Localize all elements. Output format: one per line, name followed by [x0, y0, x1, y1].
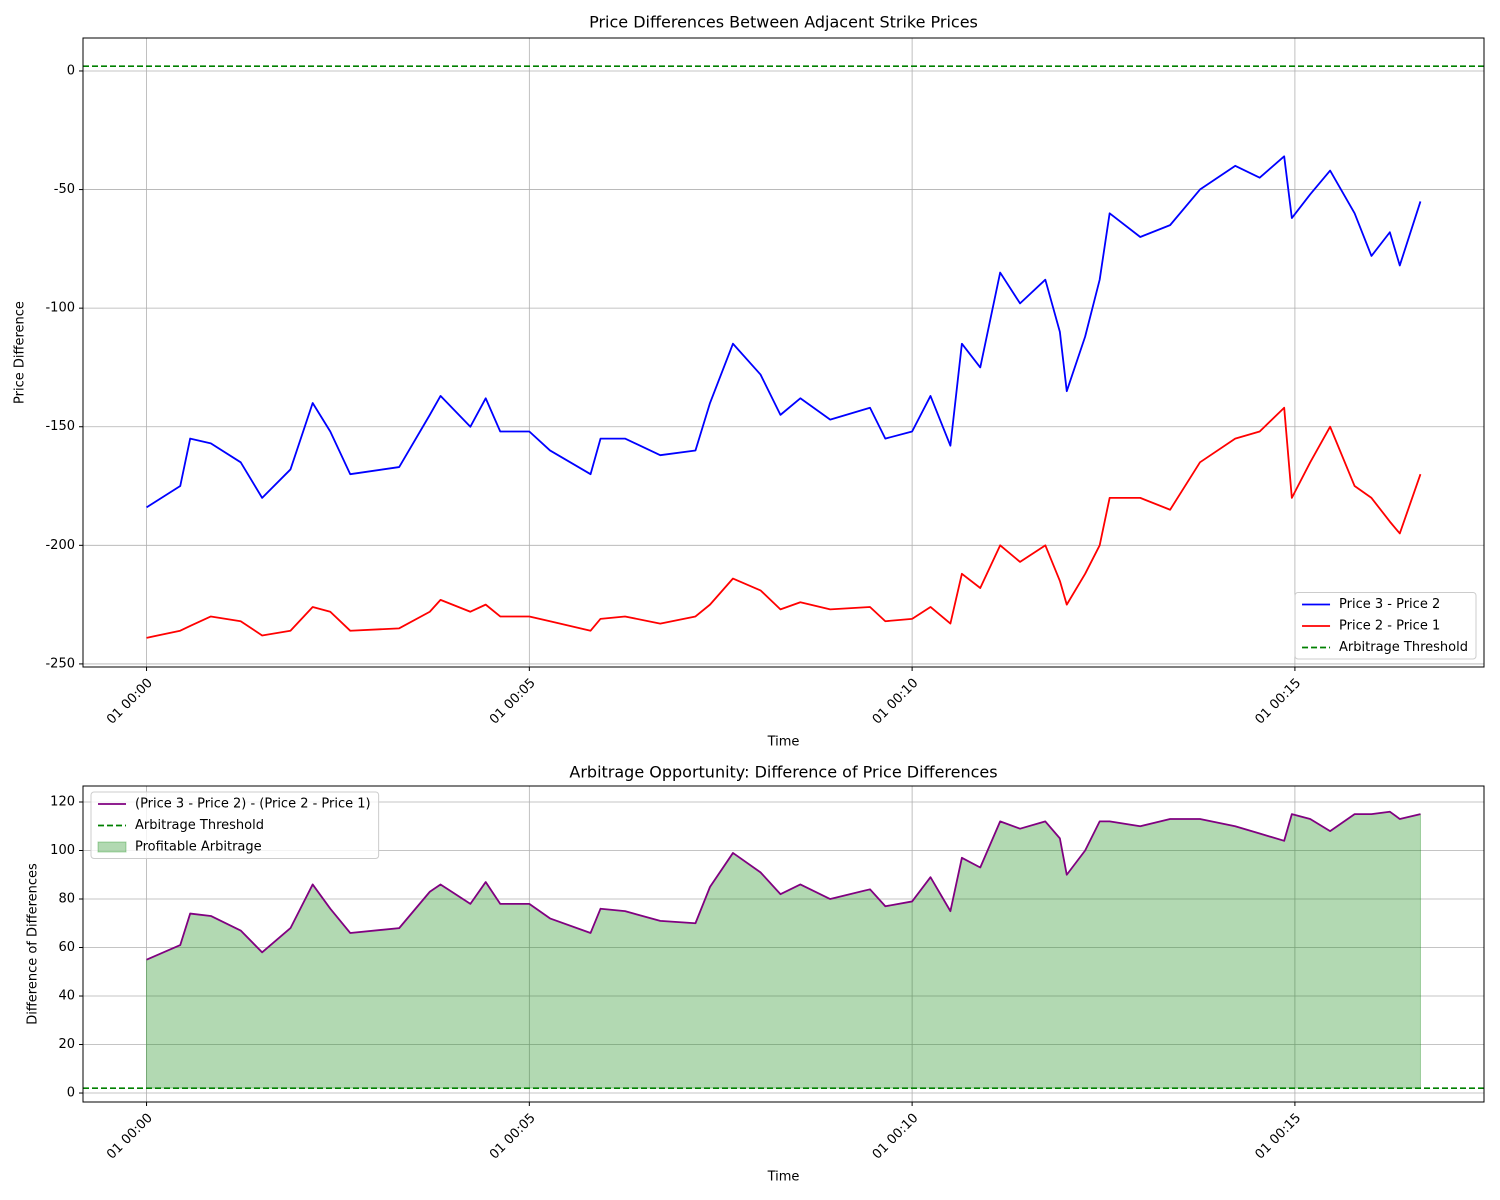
- y-tick-label: 0: [67, 63, 75, 78]
- chart-title: Price Differences Between Adjacent Strik…: [589, 13, 978, 32]
- legend-swatch: [97, 841, 127, 853]
- plot-frame: [82, 785, 1485, 1103]
- series-line: [146, 810, 1421, 961]
- legend: (Price 3 - Price 2) - (Price 2 - Price 1…: [90, 791, 380, 859]
- x-tick-label: 01 00:05: [487, 1111, 539, 1163]
- y-tick-label: -250: [45, 656, 75, 671]
- legend-label: Profitable Arbitrage: [135, 840, 262, 855]
- y-tick-label: 20: [58, 1037, 75, 1052]
- y-tick-label: 120: [50, 795, 75, 810]
- series-line: [146, 155, 1422, 509]
- subplot: Arbitrage Opportunity: Difference of Pri…: [26, 763, 1485, 1185]
- y-tick-label: -150: [45, 419, 75, 434]
- x-tick-label: 01 00:00: [104, 676, 156, 728]
- legend-box: [1294, 592, 1477, 660]
- x-tick-label: 01 00:10: [870, 676, 922, 728]
- y-tick-label: -50: [54, 182, 75, 197]
- y-tick-label: 100: [50, 843, 75, 858]
- y-axis-label: Price Difference: [13, 301, 28, 404]
- legend-box: [90, 791, 380, 859]
- chart-title: Arbitrage Opportunity: Difference of Pri…: [569, 763, 997, 782]
- x-tick-label: 01 00:15: [1252, 676, 1304, 728]
- legend: Price 3 - Price 2 Price 2 - Price 1 Arbitr…: [1294, 592, 1477, 660]
- x-tick-label: 01 00:00: [104, 1111, 156, 1163]
- legend-label: Arbitrage Threshold: [1339, 640, 1468, 655]
- y-axis-label: Difference of Differences: [26, 863, 41, 1025]
- y-tick-label: 0: [67, 1086, 75, 1101]
- y-tick-label: 80: [58, 892, 75, 907]
- y-tick-label: 40: [58, 989, 75, 1004]
- x-axis-label: Time: [767, 735, 800, 750]
- subplot: Price Differences Between Adjacent Strik…: [13, 13, 1485, 750]
- plot-frame: [82, 37, 1485, 668]
- legend-label: Arbitrage Threshold: [135, 818, 264, 833]
- x-tick-label: 01 00:05: [487, 676, 539, 728]
- x-axis-label: Time: [767, 1170, 800, 1185]
- x-tick-label: 01 00:10: [870, 1111, 922, 1163]
- x-tick-label: 01 00:15: [1252, 1111, 1304, 1163]
- y-tick-label: -200: [45, 538, 75, 553]
- y-tick-label: -100: [45, 301, 75, 316]
- legend-label: Price 3 - Price 2: [1339, 597, 1440, 612]
- legend-label: Price 2 - Price 1: [1339, 619, 1440, 634]
- y-tick-label: 60: [58, 940, 75, 955]
- series-line: [146, 406, 1422, 639]
- legend-label: (Price 3 - Price 2) - (Price 2 - Price 1…: [135, 797, 371, 812]
